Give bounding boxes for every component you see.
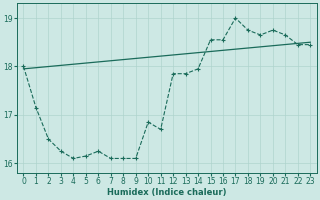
X-axis label: Humidex (Indice chaleur): Humidex (Indice chaleur)	[107, 188, 227, 197]
